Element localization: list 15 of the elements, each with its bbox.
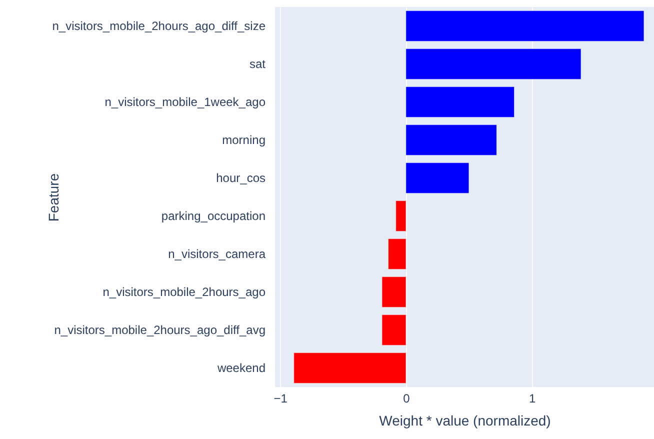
y-tick-label: hour_cos xyxy=(216,171,266,185)
x-tick-label: 0 xyxy=(403,392,410,406)
y-tick-label: n_visitors_mobile_1week_ago xyxy=(104,95,266,109)
y-tick-label: morning xyxy=(222,133,266,147)
y-tick-label: n_visitors_camera xyxy=(168,247,266,261)
x-axis-title: Weight * value (normalized) xyxy=(379,412,551,428)
y-tick-label: parking_occupation xyxy=(161,209,266,223)
y-tick-label: n_visitors_mobile_2hours_ago xyxy=(102,285,266,299)
x-tick-label: 1 xyxy=(529,392,536,406)
y-axis-title: Feature xyxy=(46,173,62,222)
y-tick-label: weekend xyxy=(216,361,266,375)
x-tick-label: −1 xyxy=(274,392,288,406)
y-tick-label: n_visitors_mobile_2hours_ago_diff_size xyxy=(52,19,266,33)
y-tick-label: n_visitors_mobile_2hours_ago_diff_avg xyxy=(54,323,266,337)
y-tick-label: sat xyxy=(249,57,266,71)
